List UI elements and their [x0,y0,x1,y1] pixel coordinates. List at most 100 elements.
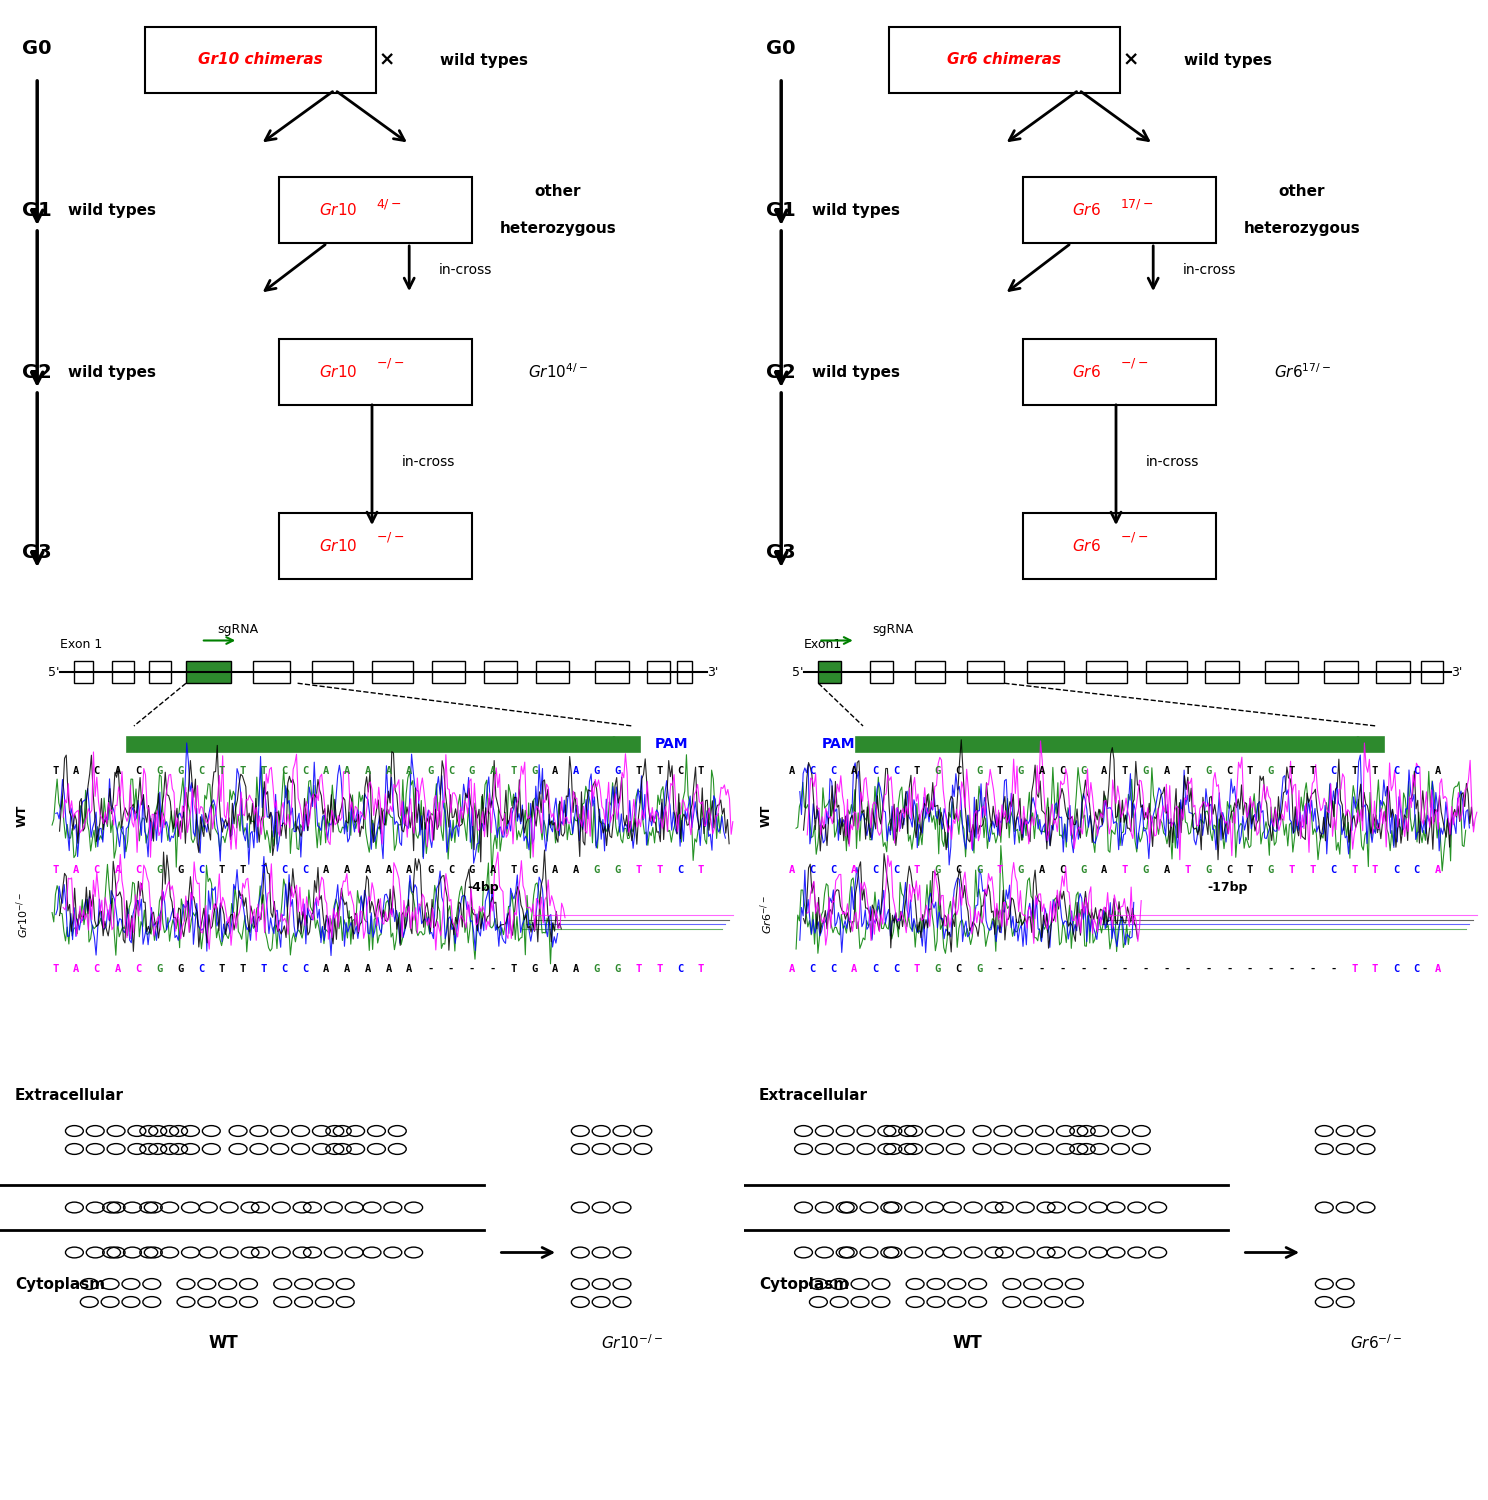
Text: A: A [365,964,371,974]
Bar [536,660,570,684]
Text: A: A [344,865,350,874]
Text: A: A [1434,964,1440,974]
Text: wild types: wild types [67,202,156,217]
Text: A: A [552,865,558,874]
FancyArrowPatch shape [866,738,1369,750]
Text: A: A [73,865,79,874]
Text: Cytoplasm: Cytoplasm [759,1276,850,1292]
Text: G: G [1205,865,1211,874]
Text: wild types: wild types [439,53,528,68]
Text: A: A [1039,865,1045,874]
Text: G: G [177,766,183,776]
Text: -: - [427,964,433,974]
Text: T: T [698,964,704,974]
Text: $\it{17/-}$: $\it{17/-}$ [1120,196,1153,211]
Text: G: G [1268,865,1274,874]
Text: 5': 5' [48,666,60,678]
Text: C: C [893,766,899,776]
Bar [1324,660,1359,684]
Text: -: - [1268,964,1274,974]
Text: $\it{-/-}$: $\it{-/-}$ [1120,356,1147,370]
Text: A: A [385,766,391,776]
Text: $\it{-/-}$: $\it{-/-}$ [1120,530,1147,544]
Text: $\it{Gr6}$: $\it{Gr6}$ [1073,364,1101,380]
Text: -: - [1143,964,1149,974]
Text: T: T [1372,964,1378,974]
Text: sgRNA: sgRNA [872,622,914,636]
Text: T: T [635,865,641,874]
Text: C: C [1393,964,1399,974]
Text: A: A [1039,766,1045,776]
Text: wild types: wild types [1183,53,1272,68]
Text: A: A [1434,865,1440,874]
Text: G: G [976,964,982,974]
Text: G: G [177,964,183,974]
Bar [1086,660,1128,684]
Bar [1265,660,1299,684]
Text: ×: × [378,51,396,69]
Text: A: A [323,865,329,874]
Text: -: - [448,964,454,974]
Text: C: C [677,766,683,776]
Text: T: T [656,964,662,974]
Bar [1205,660,1238,684]
Text: T: T [510,766,516,776]
Bar [870,660,893,684]
Text: in-cross: in-cross [439,262,493,278]
Text: sgRNA: sgRNA [217,622,259,636]
Text: other: other [534,184,582,200]
Text: -: - [1018,964,1024,974]
Bar [74,660,92,684]
Text: A: A [323,964,329,974]
Text: Extracellular: Extracellular [759,1088,868,1102]
Text: C: C [809,865,815,874]
Text: G1: G1 [766,201,796,219]
Text: G: G [1080,766,1086,776]
Text: G: G [469,766,475,776]
Text: WT: WT [16,806,28,826]
Text: T: T [1372,766,1378,776]
Text: -17bp: -17bp [1207,882,1248,894]
Text: -: - [997,964,1003,974]
Text: heterozygous: heterozygous [1244,220,1360,236]
Text: $\it{Gr6}$: $\it{Gr6}$ [1073,202,1101,217]
Text: T: T [219,964,225,974]
Text: other: other [1278,184,1326,200]
Text: T: T [510,964,516,974]
Text: G: G [594,766,600,776]
FancyBboxPatch shape [1024,177,1217,243]
Text: T: T [914,964,920,974]
Text: C: C [302,964,308,974]
Text: A: A [1164,865,1170,874]
Text: A: A [851,766,857,776]
FancyBboxPatch shape [146,27,376,93]
Text: C: C [677,865,683,874]
Text: G: G [1268,766,1274,776]
Text: WT: WT [952,1334,982,1352]
Text: C: C [135,766,141,776]
Text: G: G [594,964,600,974]
Text: A: A [490,865,496,874]
Text: G: G [934,964,940,974]
Text: T: T [52,766,58,776]
Text: C: C [281,964,287,974]
Bar [432,660,466,684]
Text: $\it{Gr10}$: $\it{Gr10}$ [318,202,357,217]
Text: A: A [115,766,121,776]
Text: C: C [1226,766,1232,776]
Text: C: C [198,964,204,974]
Text: A: A [115,964,121,974]
Text: C: C [302,865,308,874]
Text: G: G [469,865,475,874]
Text: -: - [1101,964,1107,974]
Text: T: T [914,865,920,874]
Text: -: - [1164,964,1170,974]
Text: G: G [1143,766,1149,776]
Text: $\it{Gr10}$$^{4/-}$: $\it{Gr10}$$^{4/-}$ [528,363,588,381]
FancyBboxPatch shape [1024,513,1217,579]
Text: C: C [448,865,454,874]
Text: G: G [1143,865,1149,874]
FancyBboxPatch shape [1024,339,1217,405]
Text: $\it{Gr10}$: $\it{Gr10}$ [318,538,357,554]
Text: T: T [698,766,704,776]
